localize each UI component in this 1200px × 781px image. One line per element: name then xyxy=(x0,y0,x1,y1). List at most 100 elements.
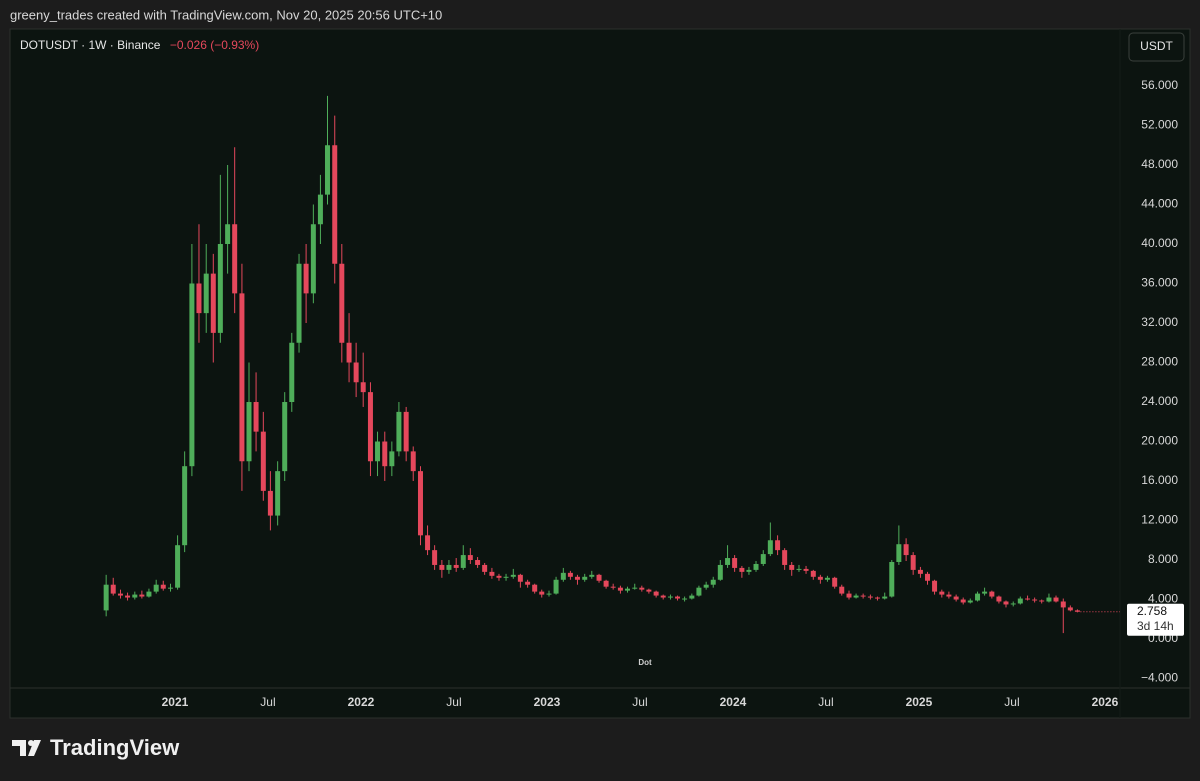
candle-body xyxy=(460,555,466,568)
x-tick-label: 2026 xyxy=(1092,695,1119,709)
x-tick-label: Jul xyxy=(632,695,647,709)
candle-body xyxy=(982,591,988,594)
candle-body xyxy=(317,194,323,225)
candle-body xyxy=(846,593,852,598)
candle-body xyxy=(582,576,588,580)
candle-body xyxy=(753,563,759,570)
chart-pane xyxy=(9,28,1191,719)
candle-body xyxy=(467,555,473,561)
candle-body xyxy=(739,567,745,572)
candle-body xyxy=(539,591,545,595)
y-tick-label: 20.000 xyxy=(1141,434,1178,448)
candle-body xyxy=(475,560,481,565)
candle-body xyxy=(225,224,231,245)
candle-body xyxy=(153,584,159,592)
candle-body xyxy=(810,570,816,577)
candle-body xyxy=(639,587,645,590)
candle-body xyxy=(417,471,423,536)
candle-body xyxy=(1046,597,1052,602)
candle-body xyxy=(732,558,738,568)
candle-body xyxy=(896,544,902,562)
candle-body xyxy=(282,402,288,472)
symbol-title: DOTUSDT · 1W · Binance xyxy=(20,38,161,52)
candle-body xyxy=(653,591,659,596)
candle-body xyxy=(339,263,345,343)
candle-body xyxy=(196,283,202,314)
candle-body xyxy=(360,382,366,393)
candle-body xyxy=(782,550,788,565)
candle-body xyxy=(989,591,995,597)
candle-body xyxy=(796,568,802,570)
candle-body xyxy=(332,145,338,264)
candle-body xyxy=(624,588,630,591)
candle-body xyxy=(103,584,109,611)
candle-body xyxy=(110,584,116,594)
y-tick-label: 28.000 xyxy=(1141,355,1178,369)
candle-body xyxy=(267,490,273,516)
candle-body xyxy=(239,293,245,462)
candle-body xyxy=(310,224,316,294)
candle-body xyxy=(1060,601,1066,608)
candle-body xyxy=(375,441,381,462)
candle-body xyxy=(303,263,309,294)
candle-body xyxy=(553,579,559,594)
candle-body xyxy=(589,574,595,577)
candle-body xyxy=(803,568,809,571)
candle-body xyxy=(482,564,488,572)
currency-button[interactable] xyxy=(1128,32,1185,62)
candle-body xyxy=(703,584,709,588)
candle-body xyxy=(817,576,823,580)
candle-body xyxy=(917,569,923,574)
candle-body xyxy=(1032,599,1038,601)
candle-body xyxy=(253,402,259,432)
candle-body xyxy=(660,595,666,598)
candle-body xyxy=(717,564,723,580)
candle-body xyxy=(939,591,945,595)
candle-body xyxy=(246,402,252,462)
candle-body xyxy=(517,574,523,582)
y-tick-label: 52.000 xyxy=(1141,118,1178,132)
attribution: greeny_trades created with TradingView.c… xyxy=(10,7,442,22)
y-tick-label: 36.000 xyxy=(1141,276,1178,290)
candle-body xyxy=(296,263,302,343)
currency-label[interactable]: USDT xyxy=(1140,39,1173,53)
candle-body xyxy=(1053,597,1059,602)
candle-body xyxy=(667,596,673,598)
candle-body xyxy=(1010,603,1016,605)
candle-body xyxy=(689,595,695,599)
x-tick-label: Jul xyxy=(446,695,461,709)
x-tick-label: 2021 xyxy=(162,695,189,709)
candle-body xyxy=(853,595,859,598)
candle-body xyxy=(396,411,402,452)
y-tick-label: 4.000 xyxy=(1148,592,1178,606)
candle-body xyxy=(903,544,909,556)
candle-body xyxy=(403,411,409,452)
candle-body xyxy=(910,555,916,570)
candle-body xyxy=(839,586,845,594)
candle-body xyxy=(546,593,552,595)
x-tick-label: 2022 xyxy=(348,695,375,709)
candle-body xyxy=(617,587,623,591)
candle-body xyxy=(1039,600,1045,602)
candle-body xyxy=(775,540,781,551)
candle-body xyxy=(410,451,416,472)
candle-body xyxy=(725,558,731,565)
candle-body xyxy=(289,342,295,403)
candle-body xyxy=(882,596,888,599)
candle-body xyxy=(596,574,602,581)
candle-body xyxy=(425,535,431,551)
bar-countdown: 3d 14h xyxy=(1137,619,1174,633)
candle-body xyxy=(260,431,266,491)
x-tick-label: Jul xyxy=(818,695,833,709)
price-change: −0.026 (−0.93%) xyxy=(170,38,259,52)
candle-body xyxy=(874,597,880,599)
candle-body xyxy=(696,587,702,596)
candle-body xyxy=(789,564,795,570)
candle-body xyxy=(975,593,981,601)
candle-body xyxy=(439,564,445,570)
candle-body xyxy=(382,441,388,467)
logo-text: TradingView xyxy=(50,735,180,760)
candle-body xyxy=(324,145,330,195)
candle-body xyxy=(960,599,966,603)
